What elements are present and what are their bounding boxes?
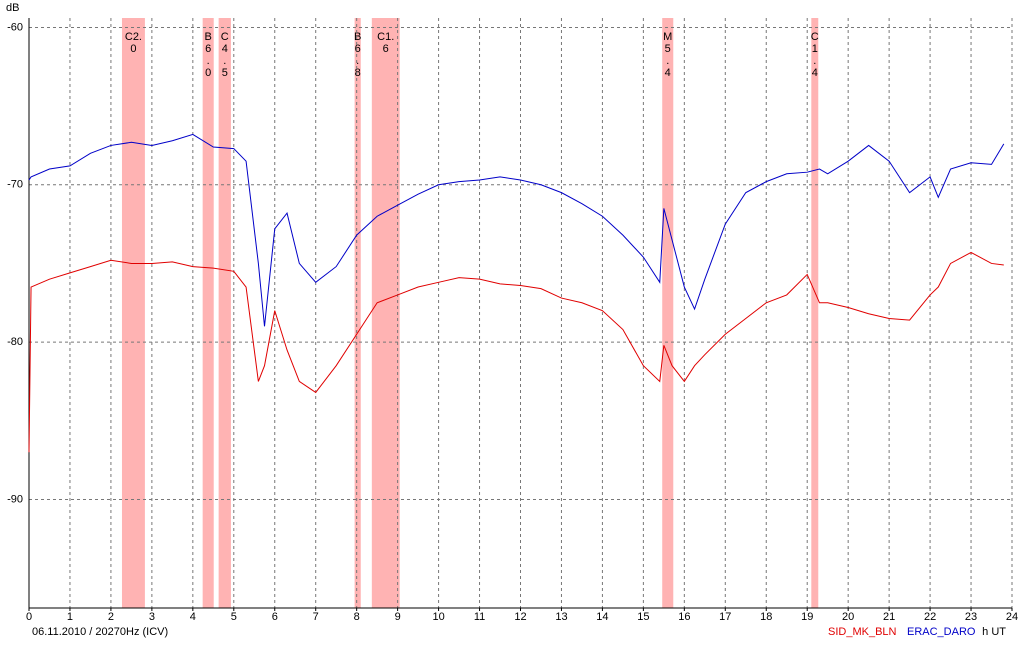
legend-entry: SID_MK_BLN	[828, 626, 897, 638]
x-tick-label: 15	[637, 611, 649, 623]
x-tick-label: 8	[354, 611, 360, 623]
flare-band	[811, 18, 819, 608]
x-tick-label: 16	[678, 611, 690, 623]
x-tick-label: 10	[432, 611, 444, 623]
x-tick-label: 17	[719, 611, 731, 623]
y-tick-label: -90	[7, 493, 23, 505]
flare-band	[354, 18, 361, 608]
x-tick-label: 0	[26, 611, 32, 623]
y-tick-label: -60	[7, 21, 23, 33]
flare-band	[662, 18, 674, 608]
flare-label: C2. 0	[125, 31, 142, 55]
x-tick-label: 1	[67, 611, 73, 623]
x-tick-label: 4	[190, 611, 196, 623]
x-tick-label: 5	[231, 611, 237, 623]
x-tick-label: 21	[883, 611, 895, 623]
legend-entry: ERAC_DARO	[907, 626, 976, 638]
x-tick-label: 6	[272, 611, 278, 623]
data-line	[28, 133, 1005, 327]
data-line	[28, 251, 1004, 453]
x-tick-label: 18	[760, 611, 772, 623]
x-tick-label: 12	[514, 611, 526, 623]
x-tick-label: 11	[474, 611, 485, 623]
flare-band	[202, 18, 214, 608]
flare-band	[121, 18, 145, 608]
x-tick-label: 24	[1006, 611, 1018, 623]
x-tick-label: 2	[108, 611, 114, 623]
x-axis-label: h UT	[982, 626, 1006, 638]
flare-band	[218, 18, 231, 608]
x-tick-label: 20	[842, 611, 854, 623]
x-tick-label: 7	[313, 611, 319, 623]
x-tick-label: 14	[596, 611, 608, 623]
y-tick-label: -80	[7, 336, 23, 348]
y-axis-label: dB	[6, 2, 19, 14]
x-tick-label: 22	[924, 611, 936, 623]
footer: 06.11.2010 / 20270Hz (ICV)	[32, 626, 168, 638]
x-tick-label: 19	[801, 611, 813, 623]
flare-label: C1. 6	[377, 31, 394, 55]
x-tick-label: 3	[149, 611, 155, 623]
x-tick-label: 23	[965, 611, 977, 623]
y-tick-label: -70	[7, 179, 23, 191]
flare-band	[371, 18, 400, 608]
x-tick-label: 9	[395, 611, 401, 623]
x-tick-label: 13	[555, 611, 567, 623]
